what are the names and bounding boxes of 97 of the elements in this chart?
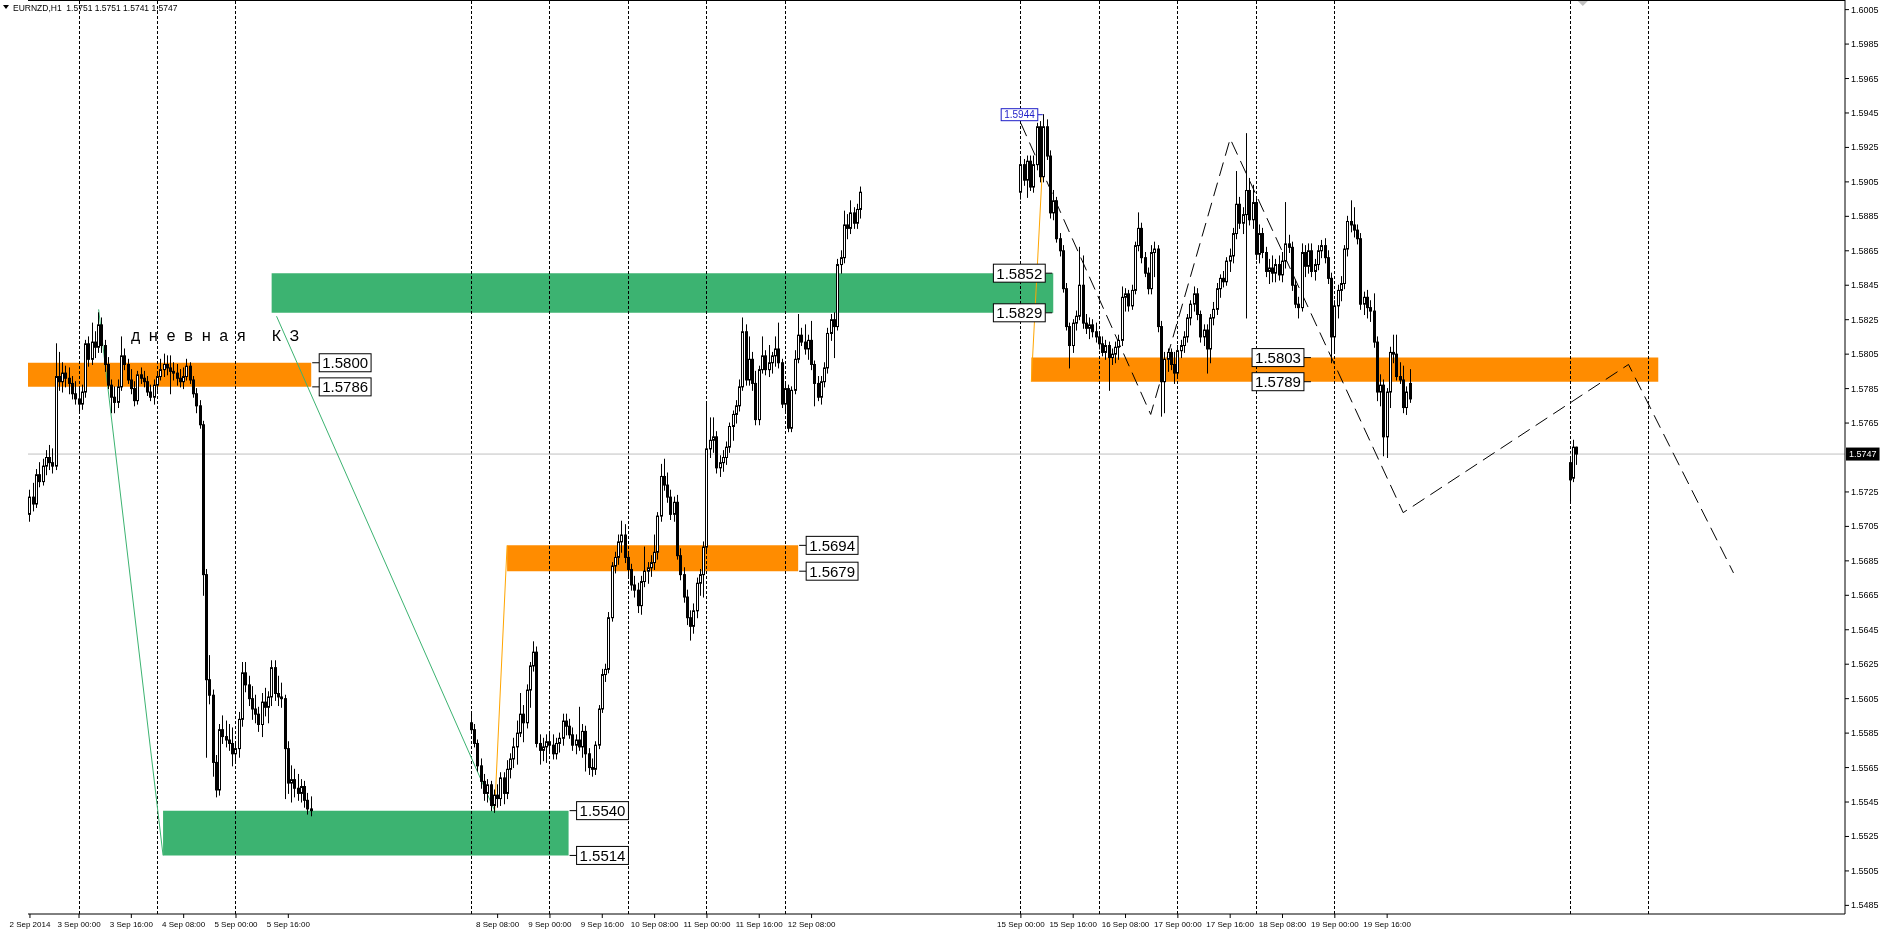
annotation: 1.5786 [322, 378, 369, 396]
y-tick-label: 1.5765 [1851, 418, 1879, 429]
annotation: 1.5944 [1004, 109, 1036, 121]
candlestick [637, 582, 640, 614]
y-tick-label: 1.5525 [1851, 831, 1879, 842]
y-tick-label: 1.5965 [1851, 73, 1879, 84]
candlestick [64, 365, 67, 388]
x-tick-label: 15 Sep 16:00 [1049, 919, 1098, 929]
candlestick [1127, 289, 1130, 312]
x-tick-label: 16 Sep 08:00 [1101, 919, 1150, 929]
annotation: дневная КЗ [131, 328, 308, 346]
x-tick-label: 18 Sep 08:00 [1258, 919, 1307, 929]
x-tick-label: 9 Sep 16:00 [580, 919, 625, 929]
candlestick [849, 200, 852, 235]
candlestick [565, 713, 568, 736]
x-tick-label: 3 Sep 16:00 [109, 919, 154, 929]
candlestick [562, 713, 565, 746]
y-tick-label: 1.5505 [1851, 865, 1879, 876]
x-tick-label: 19 Sep 00:00 [1311, 919, 1360, 929]
y-tick-label: 1.5605 [1851, 693, 1879, 704]
y-tick-label: 1.5665 [1851, 590, 1879, 601]
candlestick [545, 734, 548, 763]
candlestick [1104, 339, 1107, 360]
x-tick-label: 2 Sep 2014 [9, 919, 51, 929]
annotation: 1.5789 [1255, 373, 1301, 391]
annotation: 1.5514 [579, 846, 626, 864]
candlestick [503, 772, 506, 805]
candlestick [1173, 351, 1176, 384]
candlestick [48, 444, 51, 471]
y-tick-label: 1.5825 [1851, 314, 1879, 325]
candlestick [853, 207, 856, 229]
x-tick-label: 11 Sep 00:00 [683, 919, 731, 929]
annotation: 1.5829 [996, 304, 1043, 322]
candlestick [163, 353, 166, 378]
y-tick-label: 1.5905 [1851, 176, 1879, 187]
y-tick-label: 1.5845 [1851, 280, 1879, 291]
candlestick [1271, 255, 1274, 283]
candlestick [225, 720, 228, 748]
annotation: 1.5540 [579, 802, 626, 820]
x-tick-label: 5 Sep 16:00 [266, 919, 311, 929]
y-tick-label: 1.5485 [1851, 900, 1879, 911]
candlestick [1307, 243, 1310, 274]
candlestick [1310, 243, 1313, 278]
candlestick [768, 345, 771, 378]
candlestick [1274, 258, 1277, 283]
candlestick [297, 773, 300, 801]
y-tick-label: 1.5565 [1851, 762, 1879, 773]
candlestick [310, 796, 313, 817]
x-tick-label: 17 Sep 00:00 [1154, 919, 1203, 929]
candlestick [169, 355, 172, 395]
x-tick-label: 12 Sep 08:00 [787, 919, 836, 929]
candlestick [28, 489, 31, 522]
x-tick-label: 5 Sep 00:00 [214, 919, 259, 929]
y-tick-label: 1.5725 [1851, 486, 1879, 497]
x-tick-label: 15 Sep 00:00 [997, 919, 1046, 929]
annotation: 1.5852 [996, 264, 1043, 282]
candlestick [578, 706, 581, 751]
candlestick [804, 324, 807, 355]
y-tick-label: 1.5625 [1851, 659, 1879, 670]
x-tick-label: 11 Sep 16:00 [735, 919, 784, 929]
candlestick [575, 734, 578, 755]
y-tick-label: 1.5785 [1851, 383, 1879, 394]
x-tick-label: 8 Sep 08:00 [476, 919, 520, 929]
candlestick [499, 772, 502, 806]
candlestick [91, 322, 94, 365]
y-tick-label: 1.5545 [1851, 797, 1879, 808]
annotation: 1.5694 [809, 536, 856, 554]
y-tick-label: 1.5705 [1851, 521, 1879, 532]
x-tick-label: 3 Sep 00:00 [57, 919, 102, 929]
candlestick [542, 737, 545, 762]
y-tick-label: 1.5685 [1851, 555, 1879, 566]
candlestick [584, 725, 587, 772]
y-tick-label: 1.5645 [1851, 624, 1879, 635]
candlestick [1278, 255, 1281, 281]
candlestick [490, 780, 493, 812]
candlestick [552, 734, 555, 760]
chart-title: EURNZD,H1 1.5751 1.5751 1.5741 1.5747 [13, 3, 178, 13]
x-tick-label: 10 Sep 08:00 [630, 919, 679, 929]
x-tick-label: 17 Sep 16:00 [1206, 919, 1255, 929]
y-tick-label: 1.5985 [1851, 39, 1879, 50]
x-tick-label: 9 Sep 00:00 [528, 919, 573, 929]
x-tick-label: 4 Sep 08:00 [162, 919, 206, 929]
y-tick-label: 1.5925 [1851, 142, 1879, 153]
candlestick [1395, 334, 1398, 381]
y-tick-label: 1.5945 [1851, 107, 1879, 118]
y-tick-label: 1.5885 [1851, 211, 1879, 222]
annotation: 1.5800 [322, 354, 369, 372]
candlestick [764, 350, 767, 376]
annotation: 1.5679 [809, 562, 856, 580]
x-tick-label: 19 Sep 16:00 [1363, 919, 1412, 929]
y-tick-label: 1.5865 [1851, 245, 1879, 256]
y-tick-label: 1.6005 [1851, 4, 1879, 15]
y-tick-label: 1.5805 [1851, 349, 1879, 360]
y-tick-label: 1.5585 [1851, 728, 1879, 739]
candlestick [1366, 289, 1369, 319]
annotation: 1.5803 [1255, 349, 1301, 367]
candlestick [486, 779, 489, 803]
